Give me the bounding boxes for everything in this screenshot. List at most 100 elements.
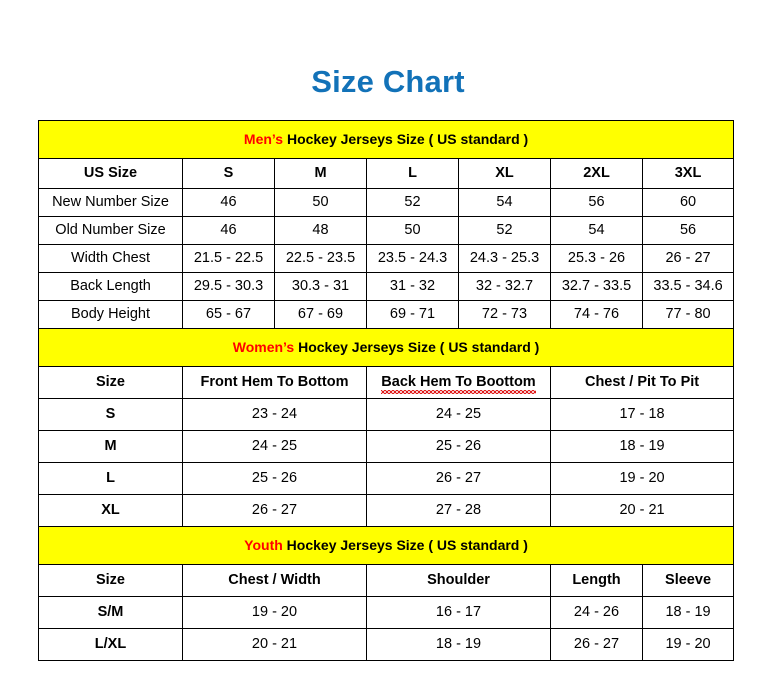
- mens-cell: 26 - 27: [641, 244, 735, 273]
- youth-banner-accent: Youth: [244, 536, 283, 553]
- mens-cell: 46: [182, 216, 275, 245]
- womens-row-label: XL: [38, 494, 183, 527]
- mens-cell: 54: [550, 216, 643, 245]
- mens-row-label: New Number Size: [38, 188, 183, 217]
- mens-cell: 72 - 73: [458, 300, 551, 329]
- womens-cell: 27 - 28: [366, 494, 551, 527]
- table-row: Old Number Size 46 48 50 52 54 56: [38, 216, 735, 245]
- youth-header-cell-2: Shoulder: [366, 564, 551, 597]
- mens-banner-row: Men’s Hockey Jerseys Size ( US standard …: [37, 120, 735, 159]
- womens-banner-rest: Hockey Jerseys Size ( US standard ): [294, 338, 540, 355]
- womens-cell: 18 - 19: [549, 430, 735, 463]
- womens-row-label: S: [38, 398, 183, 431]
- mens-cell: 52: [366, 188, 459, 217]
- youth-cell: 16 - 17: [366, 596, 551, 629]
- mens-header-cell-5: 2XL: [550, 158, 643, 189]
- mens-header-cell-2: M: [274, 158, 367, 189]
- mens-header-row: US Size S M L XL 2XL 3XL: [38, 158, 735, 189]
- womens-header-cell-2: Back Hem To Boottom: [366, 366, 551, 399]
- womens-header-cell-3: Chest / Pit To Pit: [549, 366, 735, 399]
- womens-section-banner: Women’s Hockey Jerseys Size ( US standar…: [37, 328, 735, 367]
- table-row: New Number Size 46 50 52 54 56 60: [38, 188, 735, 217]
- womens-cell: 25 - 26: [366, 430, 551, 463]
- mens-section-banner: Men’s Hockey Jerseys Size ( US standard …: [37, 120, 735, 159]
- youth-cell: 24 - 26: [550, 596, 643, 629]
- youth-section-banner: Youth Hockey Jerseys Size ( US standard …: [37, 526, 735, 565]
- youth-header-cell-4: Sleeve: [641, 564, 735, 597]
- mens-cell: 65 - 67: [182, 300, 275, 329]
- womens-cell: 26 - 27: [182, 494, 367, 527]
- mens-cell: 46: [182, 188, 275, 217]
- table-row: Body Height 65 - 67 67 - 69 69 - 71 72 -…: [38, 300, 735, 329]
- womens-cell: 26 - 27: [366, 462, 551, 495]
- mens-cell: 31 - 32: [366, 272, 459, 301]
- mens-row-label: Back Length: [38, 272, 183, 301]
- table-row: Back Length 29.5 - 30.3 30.3 - 31 31 - 3…: [38, 272, 735, 301]
- mens-cell: 21.5 - 22.5: [182, 244, 275, 273]
- mens-cell: 56: [641, 216, 735, 245]
- womens-header-cell-0: Size: [38, 366, 183, 399]
- womens-cell: 17 - 18: [549, 398, 735, 431]
- mens-cell: 50: [274, 188, 367, 217]
- table-row: S/M 19 - 20 16 - 17 24 - 26 18 - 19: [38, 596, 735, 629]
- mens-cell: 50: [366, 216, 459, 245]
- table-row: L/XL 20 - 21 18 - 19 26 - 27 19 - 20: [38, 628, 735, 661]
- size-chart-table: Men’s Hockey Jerseys Size ( US standard …: [37, 120, 735, 661]
- mens-row-label: Old Number Size: [38, 216, 183, 245]
- womens-cell: 23 - 24: [182, 398, 367, 431]
- mens-cell: 24.3 - 25.3: [458, 244, 551, 273]
- mens-row-label: Body Height: [38, 300, 183, 329]
- youth-cell: 26 - 27: [550, 628, 643, 661]
- womens-header-row: Size Front Hem To Bottom Back Hem To Boo…: [38, 366, 735, 399]
- mens-header-cell-0: US Size: [38, 158, 183, 189]
- mens-cell: 54: [458, 188, 551, 217]
- youth-cell: 19 - 20: [182, 596, 367, 629]
- womens-banner-row: Women’s Hockey Jerseys Size ( US standar…: [37, 328, 735, 367]
- mens-cell: 22.5 - 23.5: [274, 244, 367, 273]
- table-row: L 25 - 26 26 - 27 19 - 20: [38, 462, 735, 495]
- youth-header-row: Size Chest / Width Shoulder Length Sleev…: [38, 564, 735, 597]
- table-row: M 24 - 25 25 - 26 18 - 19: [38, 430, 735, 463]
- mens-cell: 33.5 - 34.6: [641, 272, 735, 301]
- mens-cell: 32 - 32.7: [458, 272, 551, 301]
- youth-header-cell-1: Chest / Width: [182, 564, 367, 597]
- youth-row-label: S/M: [38, 596, 183, 629]
- womens-cell: 24 - 25: [182, 430, 367, 463]
- youth-header-cell-0: Size: [38, 564, 183, 597]
- mens-cell: 48: [274, 216, 367, 245]
- mens-banner-accent: Men’s: [243, 130, 284, 147]
- mens-header-cell-4: XL: [458, 158, 551, 189]
- mens-cell: 69 - 71: [366, 300, 459, 329]
- page-title: Size Chart: [311, 64, 465, 99]
- youth-banner-row: Youth Hockey Jerseys Size ( US standard …: [37, 526, 735, 565]
- mens-cell: 52: [458, 216, 551, 245]
- mens-cell: 29.5 - 30.3: [182, 272, 275, 301]
- womens-banner-accent: Women’s: [232, 338, 295, 355]
- mens-cell: 25.3 - 26: [550, 244, 643, 273]
- mens-cell: 30.3 - 31: [274, 272, 367, 301]
- mens-cell: 77 - 80: [641, 300, 735, 329]
- mens-cell: 60: [641, 188, 735, 217]
- youth-cell: 19 - 20: [641, 628, 735, 661]
- mens-cell: 56: [550, 188, 643, 217]
- womens-header-typo-text: Back Hem To Boottom: [381, 373, 537, 395]
- womens-cell: 20 - 21: [549, 494, 735, 527]
- womens-cell: 19 - 20: [549, 462, 735, 495]
- mens-row-label: Width Chest: [38, 244, 183, 273]
- mens-cell: 23.5 - 24.3: [366, 244, 459, 273]
- womens-row-label: L: [38, 462, 183, 495]
- youth-cell: 18 - 19: [366, 628, 551, 661]
- mens-banner-rest: Hockey Jerseys Size ( US standard ): [283, 130, 529, 147]
- womens-cell: 25 - 26: [182, 462, 367, 495]
- mens-header-cell-1: S: [182, 158, 275, 189]
- womens-cell: 24 - 25: [366, 398, 551, 431]
- mens-cell: 32.7 - 33.5: [550, 272, 643, 301]
- mens-cell: 67 - 69: [274, 300, 367, 329]
- youth-header-cell-3: Length: [550, 564, 643, 597]
- youth-banner-rest: Hockey Jerseys Size ( US standard ): [282, 536, 528, 553]
- table-row: S 23 - 24 24 - 25 17 - 18: [38, 398, 735, 431]
- womens-header-cell-1: Front Hem To Bottom: [182, 366, 367, 399]
- youth-cell: 18 - 19: [641, 596, 735, 629]
- youth-row-label: L/XL: [38, 628, 183, 661]
